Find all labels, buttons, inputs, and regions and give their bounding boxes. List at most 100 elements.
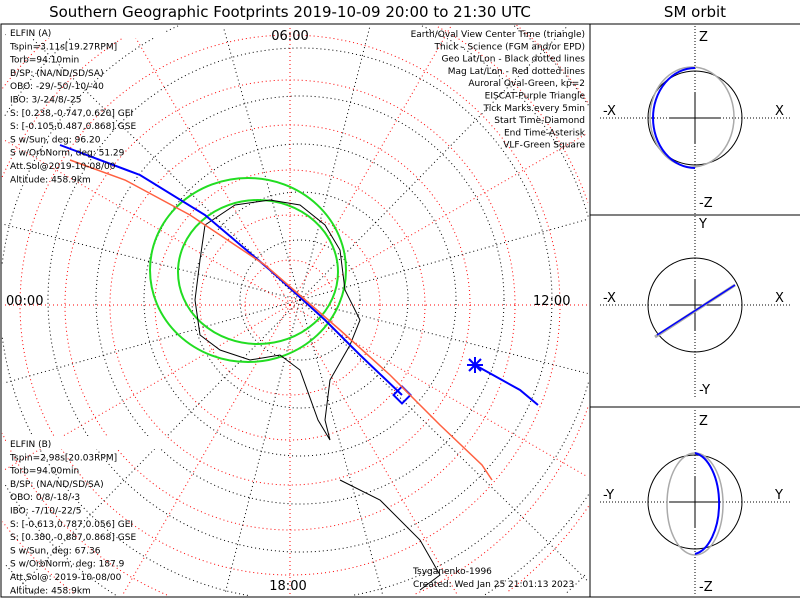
info-line: S: [-0.613,0.787,0.056] GEI (10, 520, 133, 530)
orbit-a (656, 284, 736, 336)
auroral-oval-outer (149, 177, 347, 363)
info-line: Att.Sol@2019-10-08/00 (10, 162, 116, 172)
map-frame (0, 23, 591, 598)
legend-item: EISCAT-Purple Triangle (485, 92, 586, 102)
elfin-b-track (69, 159, 493, 481)
axis-label-left: -X (603, 104, 616, 119)
geo-lon-line (224, 299, 301, 595)
time-label-right: 12:00 (533, 294, 570, 309)
earth-circle (647, 454, 743, 550)
axis-label-top: Z (699, 30, 708, 45)
time-label-top: 06:00 (271, 29, 308, 44)
geo-lat-circle (564, 574, 586, 595)
orbit-panel: Z -Z -X X (600, 26, 790, 211)
info-line: S: [0.238,-0.747,0.620] GEI (10, 109, 133, 119)
mag-lon-line (2, 138, 291, 306)
legend: Earth/Oval View Center Time (triangle) Th… (411, 30, 586, 151)
created-timestamp: Created: Wed Jan 25 21:01:13 2023 (413, 580, 574, 590)
elfin-a-track (59, 144, 403, 396)
legend-item: VLF-Green Square (503, 141, 585, 151)
mag-lon-line (289, 25, 452, 306)
info-line: Tspin=3.11s[19.27RPM] (9, 42, 117, 52)
info-line: Altitude: 458.9km (10, 175, 91, 185)
legend-item: End Time-Asterisk (504, 128, 586, 138)
auroral-oval-inner (177, 199, 339, 345)
info-line: Torb=94.10min (9, 56, 79, 66)
geo-lon-line (299, 26, 371, 301)
spacecraft-name: ELFIN (B) (10, 440, 51, 450)
sm-orbit-panels: Z -Z -X X Y -Y -X X Z -Z -Y Y (600, 26, 790, 595)
orbit-panel: Z -Z -Y Y (600, 410, 790, 595)
geo-lon-line (299, 299, 384, 595)
info-line: B/SP: (NA/ND/SD/SA) (10, 69, 104, 79)
orbit-a (694, 452, 721, 555)
geo-lat-circle (143, 143, 457, 457)
mag-lon-line (121, 304, 291, 597)
mag-lat-circle (516, 24, 589, 104)
geo-lon-line (222, 26, 301, 301)
axis-label-left: -Y (603, 488, 614, 503)
legend-item: Auroral Oval-Green, kp=2 (468, 79, 585, 89)
axis-label-bottom: -Z (699, 580, 713, 595)
geo-lat-circle (239, 239, 361, 361)
elfin-b-info: ELFIN (B) Tspin=2.98s[20.03RPM] Torb=94.00… (6, 436, 166, 596)
geo-lon-line (3, 299, 301, 384)
info-line: IBO: -7/10/-22/5 (10, 507, 81, 517)
elfin-a-info: ELFIN (A) Tspin=3.11s[19.27RPM] Torb=94.10… (6, 25, 166, 185)
info-line: S: [-0.105,0.487,0.868] GSE (10, 122, 136, 132)
geo-lon-line (11, 299, 301, 596)
earth-circle (647, 257, 743, 353)
antarctica-coastline (194, 199, 361, 441)
geo-lat-circle (4, 25, 87, 116)
legend-item: Tick Marks every 5min (483, 104, 585, 114)
mag-lon-line (128, 25, 291, 306)
mag-lat-circle (154, 169, 426, 441)
mag-lat-circle (1, 26, 143, 178)
geo-lat-circle (95, 95, 505, 505)
axis-label-bottom: -Z (699, 196, 713, 211)
axis-label-right: X (775, 291, 784, 306)
axis-label-bottom: -Y (699, 383, 710, 398)
legend-item: Earth/Oval View Center Time (triangle) (411, 30, 585, 40)
info-line: OBO: 0/8/-18/-3 (10, 493, 80, 503)
mag-lon-line (289, 132, 589, 306)
page-title: Southern Geographic Footprints 2019-10-0… (49, 3, 531, 21)
info-line: IBO: 3/-24/8/-25 (10, 96, 81, 106)
info-line: OBO: -29/-50/-10/-40 (10, 82, 104, 92)
geo-lat-circle (484, 494, 589, 596)
info-line: S w/Sun, deg: 67.36 (10, 546, 101, 556)
info-line: B/SP: (NA/ND/SD/SA) (10, 480, 104, 490)
polar-grid (1, 24, 589, 597)
info-line: S w/OrbNorm, deg: 187.9 (10, 560, 125, 570)
geo-lat-circle (5, 564, 36, 595)
axis-label-top: Y (698, 217, 707, 232)
orbit-a (652, 67, 696, 169)
end-asterisk-a (467, 357, 483, 373)
model-credit: Tsyganenko-1996 (412, 567, 492, 577)
spacecraft-name: ELFIN (A) (10, 29, 51, 39)
time-label-left: 00:00 (6, 294, 43, 309)
info-line: S: [0.380,-0.887,0.868] GSE (10, 533, 136, 543)
mag-lon-line (289, 304, 589, 478)
geo-lon-line (299, 299, 588, 582)
mag-lat-circle (437, 26, 589, 203)
info-line: S w/Sun, deg: 96.20 (10, 135, 101, 145)
info-line: Altitude: 458.9km (10, 586, 91, 596)
axis-label-left: -X (603, 291, 616, 306)
mag-lon-line (289, 304, 459, 597)
axis-label-top: Z (699, 414, 708, 429)
mag-lat-circle (2, 521, 74, 593)
geo-lat-circle (352, 382, 589, 596)
elfin-a-track-segment (474, 364, 539, 406)
geo-lon-line (299, 299, 589, 375)
legend-item: Thick - Science (FGM and/or EPD) (434, 42, 585, 52)
info-line: Att.Sol@: 2019-10-08/00 (10, 573, 122, 583)
earth-circle (647, 70, 743, 166)
orbit-title: SM orbit (664, 3, 726, 21)
orbit-panel: Y -Y -X X (600, 213, 790, 398)
mag-lat-circle (19, 34, 561, 576)
info-line: S w/OrbNorm, deg: 51.29 (10, 149, 125, 159)
coastline-south-america (339, 479, 441, 591)
legend-item: Geo Lat/Lon - Black dotted lines (441, 55, 585, 65)
